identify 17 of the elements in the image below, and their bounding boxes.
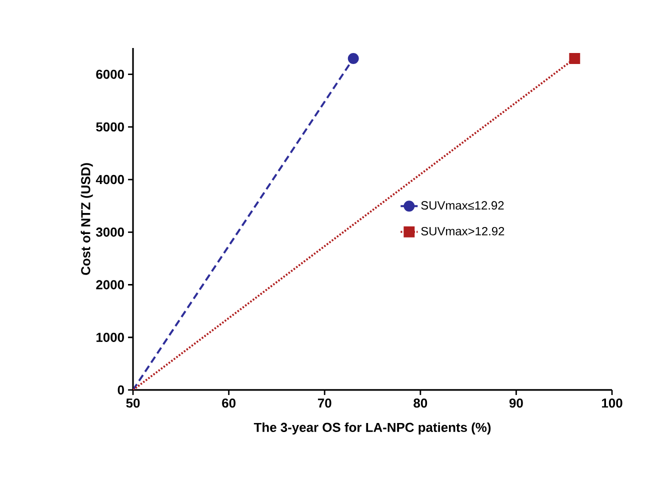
legend-label: SUVmax≤12.92 xyxy=(421,201,504,210)
x-tick-label: 70 xyxy=(318,398,332,408)
y-tick-label: 6000 xyxy=(96,70,124,79)
x-axis-title: The 3-year OS for LA-NPC patients (%) xyxy=(254,422,491,435)
y-tick-label: 1000 xyxy=(96,332,124,342)
y-axis-title: Cost of NTZ (USD) xyxy=(80,163,93,275)
x-tick-label: 90 xyxy=(509,398,523,408)
x-tick-label: 50 xyxy=(126,398,140,408)
y-tick-label: 3000 xyxy=(96,228,124,237)
y-tick-label: 4000 xyxy=(96,174,124,184)
x-tick-label: 100 xyxy=(602,398,622,408)
y-tick-label: 5000 xyxy=(96,122,124,132)
x-tick-label: 80 xyxy=(414,398,428,408)
legend-label: SUVmax>12.92 xyxy=(421,226,504,236)
y-tick-label: 2000 xyxy=(96,280,124,290)
x-tick-label: 60 xyxy=(222,398,236,408)
y-tick-label: 0 xyxy=(118,385,124,395)
